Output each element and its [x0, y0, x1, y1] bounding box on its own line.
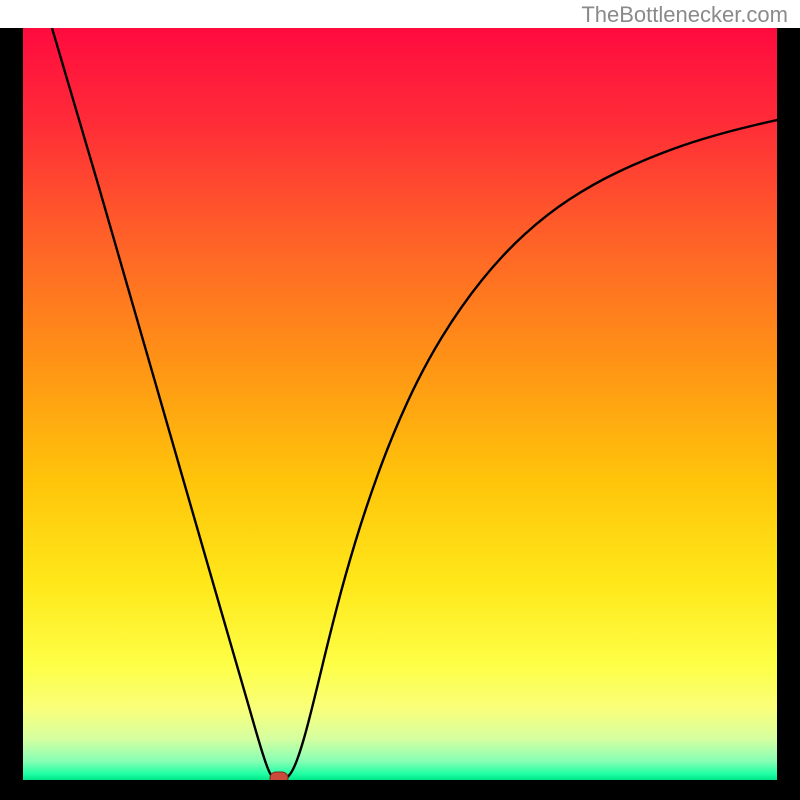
- plot-frame: [23, 28, 777, 780]
- gradient-svg: [23, 28, 777, 780]
- frame-border-left: [0, 28, 23, 780]
- gradient-rect: [23, 28, 777, 780]
- watermark-text: TheBottlenecker.com: [581, 2, 788, 28]
- frame-border-bottom: [0, 780, 800, 800]
- figure-container: TheBottlenecker.com: [0, 0, 800, 800]
- frame-border-right: [777, 28, 800, 780]
- gradient-background: [23, 28, 777, 780]
